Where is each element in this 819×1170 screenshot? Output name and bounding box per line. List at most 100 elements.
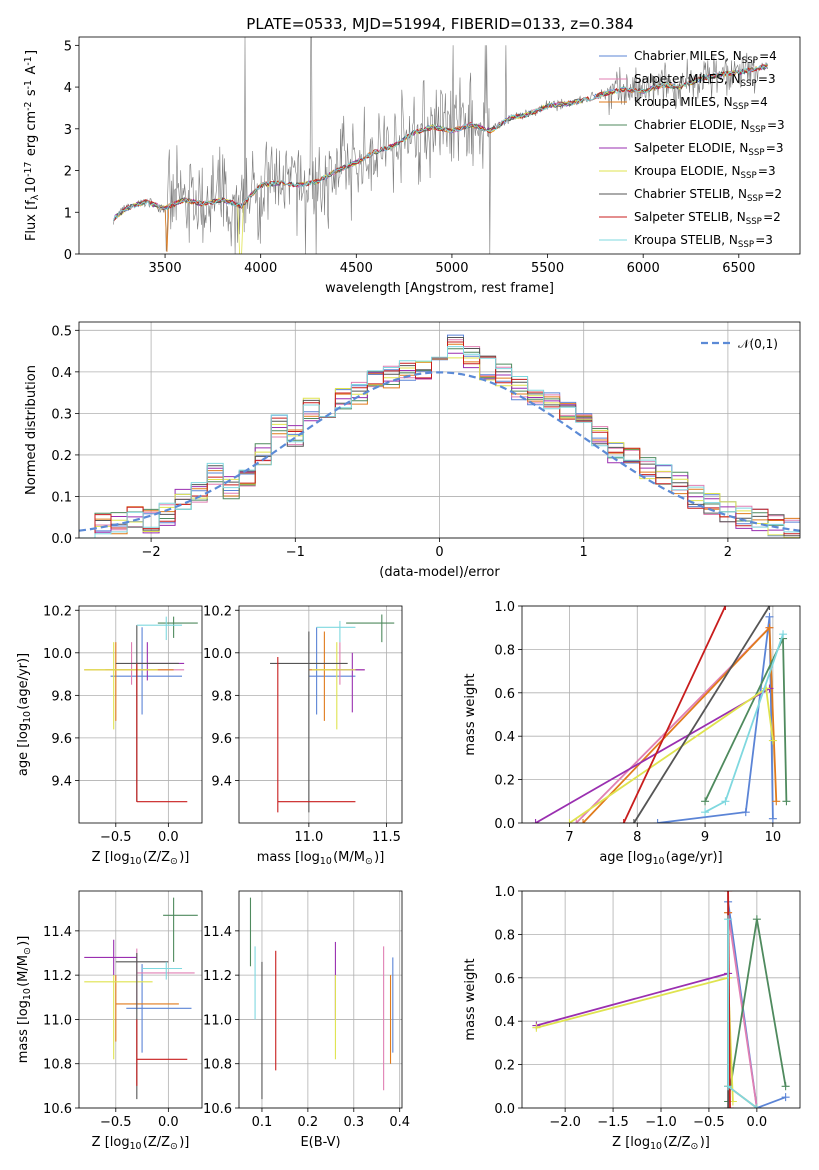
- y-tick-label: 5: [64, 39, 72, 54]
- x-tick-label: 7: [565, 830, 573, 845]
- weight-line-kroupa-elodie: [568, 686, 774, 823]
- y-tick-label: 9.4: [211, 774, 232, 789]
- legend-entry-kroupa-miles: Kroupa MILES, NSSP =4: [634, 95, 768, 112]
- y-tick-label: 10.6: [43, 1102, 72, 1117]
- y-tick-label: 0.2: [494, 774, 515, 789]
- y-tick-label: 10.8: [43, 1058, 72, 1073]
- y-tick-label: 10.2: [43, 604, 72, 619]
- weight-marker-kroupa-miles: [765, 623, 774, 632]
- weight-line-kroupa-elodie: [536, 976, 734, 1102]
- y-tick-label: 0.4: [51, 366, 72, 381]
- axes-frame: [238, 890, 403, 1109]
- y-tick-label: 4: [64, 81, 72, 96]
- x-tick-label: −1: [286, 545, 305, 560]
- weight-marker-kroupa-elodie: [532, 1023, 541, 1032]
- y-tick-label: 0.2: [494, 1059, 515, 1074]
- x-axis-label: age [log10 (age/yr)]: [599, 850, 722, 867]
- axes-spectrum: 3500 4000 4500 5000 5500 6000 6500 0 1 2 3 4 5 wavele…: [23, 36, 801, 296]
- x-tick-label: 10: [765, 830, 782, 845]
- y-tick-label: 0.8: [494, 643, 515, 658]
- x-tick-label: 11.5: [372, 830, 401, 845]
- y-axis-label: age [log10 (age/yr)]: [16, 653, 33, 776]
- legend-entry-salpeter-miles: Salpeter MILES, NSSP =3: [634, 72, 776, 89]
- x-tick-label: 2: [724, 545, 732, 560]
- weight-line-salpeter-elodie: [536, 972, 729, 1027]
- legend-entry-chabrier-stelib: Chabrier STELIB, NSSP =2: [634, 187, 782, 204]
- weight-marker-salpeter-stelib: [619, 819, 628, 823]
- axes-frame: [78, 36, 801, 255]
- histogram-kroupa-stelib: [79, 346, 800, 538]
- y-tick-label: 1: [64, 206, 72, 221]
- y-tick-label: 0.3: [51, 407, 72, 422]
- y-tick-label: 11.2: [203, 969, 232, 984]
- x-tick-label: 0.2: [298, 1115, 319, 1130]
- x-tick-label: −0.5: [100, 1115, 132, 1130]
- y-axis-label: mass weight: [463, 958, 478, 1040]
- spectrum-model-salpeter-stelib: [113, 64, 768, 222]
- y-tick-label: 11.4: [203, 925, 232, 940]
- weight-marker-salpeter-elodie: [531, 819, 540, 823]
- legend-entry-normal: 𝒩(0,1): [738, 337, 778, 351]
- weight-marker-salpeter-stelib: [726, 1104, 735, 1108]
- plot-area: [84, 897, 198, 1100]
- y-tick-label: 10.8: [203, 1058, 232, 1073]
- plot-area: [531, 606, 791, 823]
- plot-area: [249, 897, 394, 1100]
- axes-mass-vs-z: −0.5 0.0 10.6 10.8 11.0 11.2 11.4 Z [log10 (Z/Z…: [16, 890, 203, 1152]
- y-tick-label: 11.0: [43, 1013, 72, 1028]
- figure-title: PLATE=0533, MJD=51994, FIBERID=0133, z=0…: [246, 15, 633, 33]
- y-tick-label: 0.1: [51, 490, 72, 505]
- weight-line-chabrier-elodie: [704, 638, 788, 802]
- x-tick-label: 0.4: [389, 1115, 410, 1130]
- y-tick-label: 9.4: [51, 774, 72, 789]
- y-tick-label: 0.2: [51, 449, 72, 464]
- axes-mass-weight-vs-z: −2.0 −1.5 −1.0 −0.5 0.0 0.0 0.2 0.4 0.6 0.8 1.0 Z […: [463, 885, 801, 1152]
- axes-frame: [521, 890, 801, 1109]
- y-tick-label: 10.0: [203, 647, 232, 662]
- y-tick-label: 1.0: [494, 600, 515, 615]
- spectrum-model-kroupa-stelib: [113, 65, 768, 222]
- legend-entry-salpeter-stelib: Salpeter STELIB, NSSP =2: [634, 210, 781, 227]
- weight-line-salpeter-elodie: [535, 687, 770, 823]
- x-axis-label: Z [log10 (Z/Z⊙ )]: [92, 1135, 190, 1152]
- y-tick-label: 0.4: [494, 730, 515, 745]
- x-tick-label: −0.5: [100, 830, 132, 845]
- x-tick-label: 4500: [340, 261, 373, 276]
- plot-area: [270, 614, 395, 813]
- axes-frame: [78, 890, 203, 1109]
- x-tick-label: 11.0: [294, 830, 323, 845]
- weight-marker-chabrier-elodie: [781, 1082, 790, 1091]
- legend-entry-chabrier-miles: Chabrier MILES, NSSP =4: [634, 49, 777, 66]
- x-tick-label: −2: [142, 545, 161, 560]
- x-tick-label: −0.5: [693, 1115, 725, 1130]
- weight-marker-kroupa-miles: [772, 797, 781, 806]
- y-axis-label: mass weight: [463, 673, 478, 755]
- axes-mass-vs-ebv: 0.1 0.2 0.3 0.4 10.6 10.8 11.0 11.2 11.4 E(B-V): [203, 890, 410, 1150]
- weight-marker-chabrier-miles: [765, 612, 774, 621]
- weight-marker-kroupa-stelib: [724, 915, 733, 924]
- y-axis-label: mass [log10 (M/M⊙ )]: [16, 936, 33, 1064]
- y-tick-label: 10.2: [203, 604, 232, 619]
- y-tick-label: 0.4: [494, 1015, 515, 1030]
- legend-entry-kroupa-stelib: Kroupa STELIB, NSSP =3: [634, 233, 773, 250]
- y-tick-label: 11.4: [43, 925, 72, 940]
- y-tick-label: 11.0: [203, 1013, 232, 1028]
- x-tick-label: 5000: [435, 261, 468, 276]
- y-tick-label: 11.2: [43, 969, 72, 984]
- x-tick-label: 5500: [531, 261, 564, 276]
- y-tick-label: 9.8: [211, 689, 232, 704]
- weight-line-chabrier-stelib: [633, 606, 771, 823]
- axes-age-vs-z: −0.5 0.0 9.4 9.6 9.8 10.0 10.2 Z [log10 (Z/Z⊙ )…: [16, 604, 203, 867]
- y-tick-label: 0.5: [51, 324, 72, 339]
- x-axis-label: E(B-V): [300, 1135, 340, 1150]
- axes-frame: [521, 605, 801, 824]
- x-axis-label: Z [log10 (Z/Z⊙ )]: [92, 850, 190, 867]
- x-tick-label: 9: [701, 830, 709, 845]
- weight-marker-chabrier-miles: [653, 819, 662, 823]
- x-tick-label: −1.0: [645, 1115, 677, 1130]
- y-tick-label: 0.0: [494, 817, 515, 832]
- x-tick-label: 6000: [627, 261, 660, 276]
- weight-marker-kroupa-elodie: [565, 819, 574, 823]
- y-tick-label: 0.0: [494, 1102, 515, 1117]
